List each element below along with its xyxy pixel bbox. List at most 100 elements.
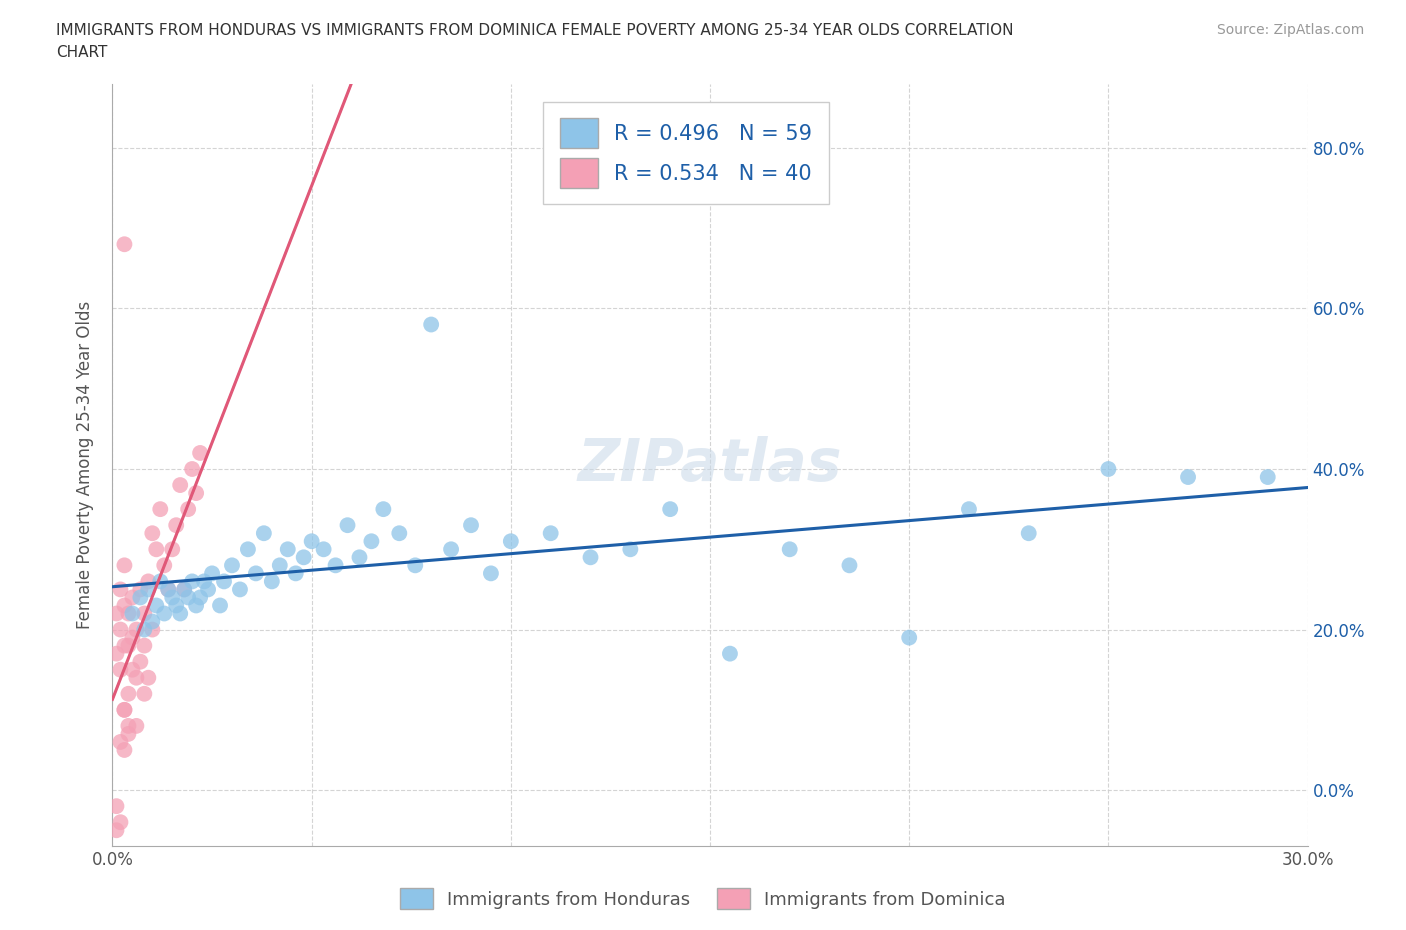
Point (169, 478, 191, 493)
Text: IMMIGRANTS FROM HONDURAS VS IMMIGRANTS FROM DOMINICA FEMALE POVERTY AMONG 25-34 : IMMIGRANTS FROM HONDURAS VS IMMIGRANTS F… (56, 23, 1014, 38)
Point (186, 598, 208, 613)
Point (125, 622, 148, 637)
Point (121, 662, 143, 677)
Point (162, 542, 183, 557)
Point (114, 598, 135, 613)
Point (105, 799, 128, 814)
Point (114, 237, 135, 252)
Point (121, 631, 143, 645)
Point (177, 590, 200, 604)
Point (153, 558, 176, 573)
Legend: Immigrants from Honduras, Immigrants from Dominica: Immigrants from Honduras, Immigrants fro… (394, 881, 1012, 916)
Point (117, 606, 139, 621)
Point (117, 719, 139, 734)
Point (145, 542, 167, 557)
Point (153, 606, 176, 621)
Point (134, 606, 156, 621)
Point (121, 590, 143, 604)
Point (269, 558, 291, 573)
Point (114, 558, 135, 573)
Point (117, 726, 139, 741)
Point (373, 501, 395, 516)
Point (197, 582, 219, 597)
Point (188, 590, 211, 604)
Point (181, 461, 204, 476)
Point (325, 558, 347, 573)
Point (165, 518, 187, 533)
Point (312, 542, 335, 557)
Point (245, 566, 267, 581)
Point (898, 631, 921, 645)
Point (209, 598, 232, 613)
Point (110, 815, 132, 830)
Point (177, 501, 200, 516)
Point (125, 719, 148, 734)
Point (134, 686, 156, 701)
Point (284, 566, 307, 581)
Point (779, 542, 801, 557)
Point (145, 598, 167, 613)
Point (114, 702, 135, 717)
Point (181, 574, 204, 589)
Point (105, 606, 128, 621)
Point (173, 582, 195, 597)
Point (579, 550, 602, 565)
Point (141, 614, 163, 629)
Point (1018, 525, 1040, 540)
Point (110, 735, 132, 750)
Point (110, 582, 132, 597)
Point (138, 582, 160, 597)
Point (388, 525, 411, 540)
Point (440, 542, 463, 557)
Point (141, 622, 163, 637)
Point (157, 582, 180, 597)
Point (173, 582, 195, 597)
Point (105, 823, 128, 838)
Point (117, 686, 139, 701)
Point (169, 606, 191, 621)
Point (114, 742, 135, 757)
Y-axis label: Female Poverty Among 25-34 Year Olds: Female Poverty Among 25-34 Year Olds (76, 301, 94, 629)
Point (659, 501, 682, 516)
Point (301, 534, 323, 549)
Point (277, 542, 299, 557)
Point (186, 485, 208, 500)
Point (349, 550, 371, 565)
Point (117, 638, 139, 653)
Point (460, 518, 482, 533)
Point (404, 558, 426, 573)
Point (292, 550, 315, 565)
Text: Source: ZipAtlas.com: Source: ZipAtlas.com (1216, 23, 1364, 37)
Point (479, 566, 502, 581)
Point (129, 582, 152, 597)
Point (201, 566, 224, 581)
Point (253, 525, 276, 540)
Point (129, 654, 152, 669)
Point (619, 542, 641, 557)
Text: CHART: CHART (56, 45, 108, 60)
Point (134, 638, 156, 653)
Point (105, 646, 128, 661)
Point (162, 590, 183, 604)
Point (360, 534, 382, 549)
Point (138, 671, 160, 685)
Point (121, 606, 143, 621)
Point (165, 598, 187, 613)
Point (114, 638, 135, 653)
Point (221, 558, 243, 573)
Point (149, 574, 172, 589)
Point (212, 574, 235, 589)
Point (138, 574, 160, 589)
Point (499, 534, 522, 549)
Point (188, 445, 211, 460)
Point (420, 317, 443, 332)
Point (149, 501, 172, 516)
Point (1257, 470, 1279, 485)
Point (957, 501, 980, 516)
Point (336, 518, 359, 533)
Point (260, 574, 283, 589)
Point (110, 622, 132, 637)
Point (193, 574, 215, 589)
Point (838, 558, 860, 573)
Point (1097, 461, 1119, 476)
